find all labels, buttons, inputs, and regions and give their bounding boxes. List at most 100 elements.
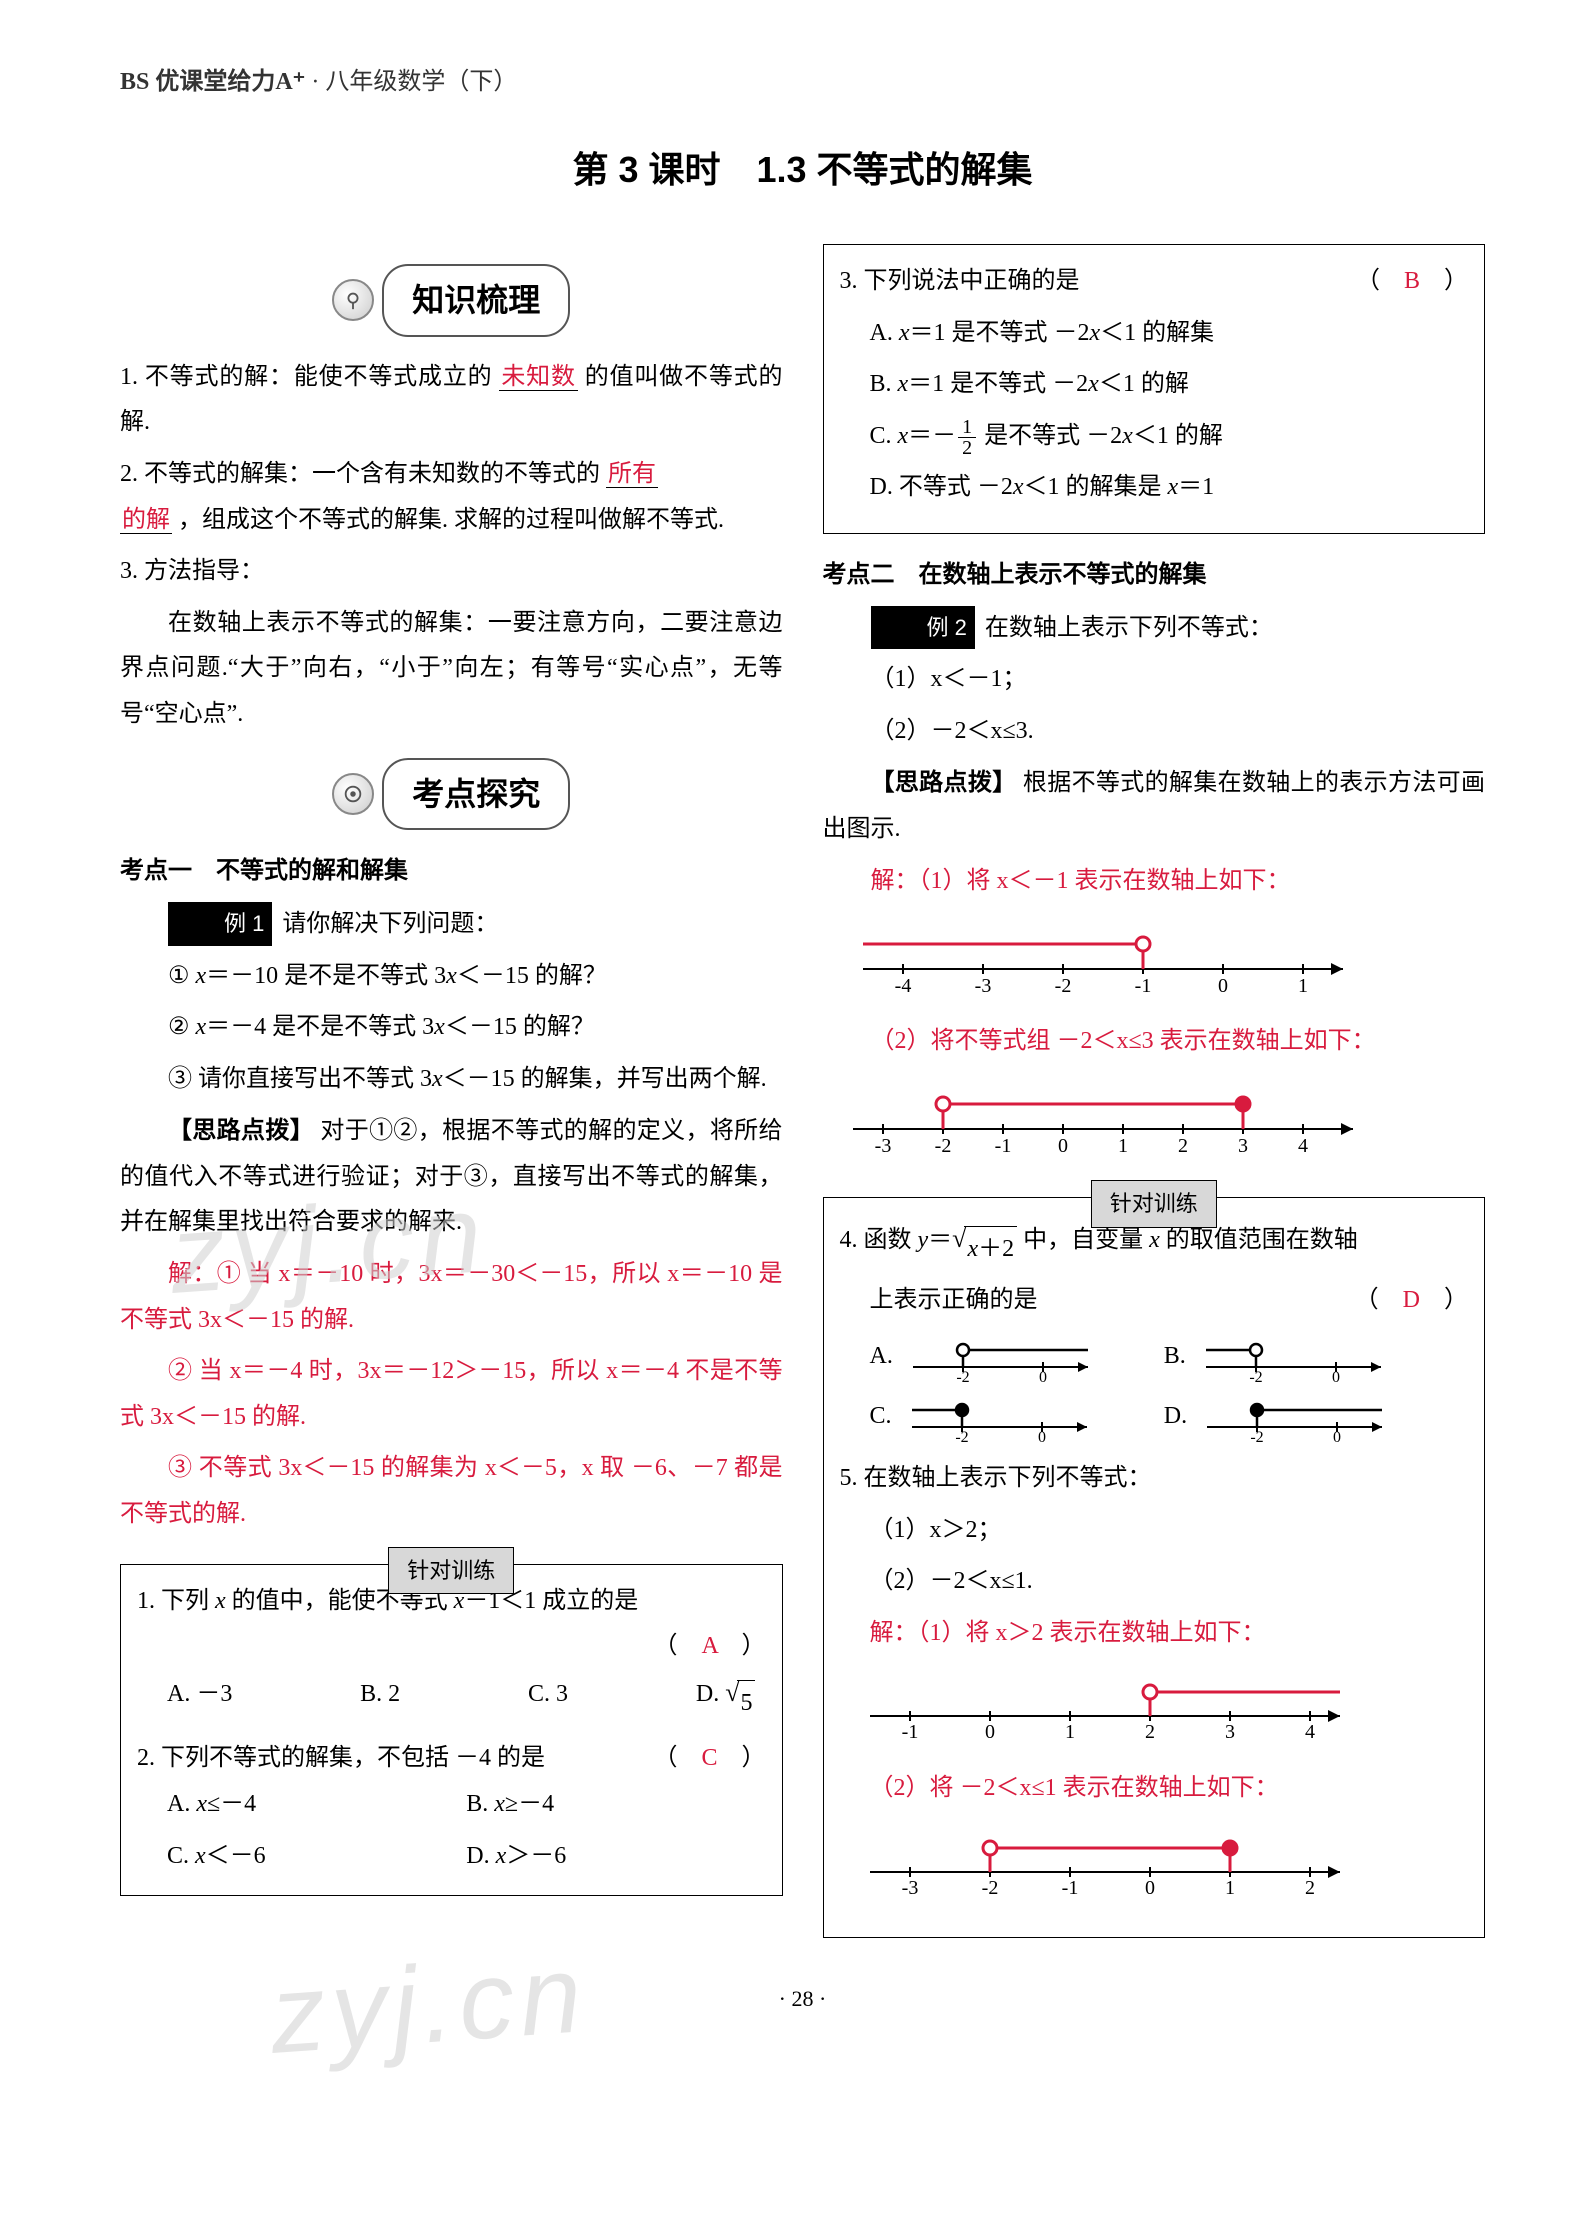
section-header-kaodian: 考点探究 bbox=[120, 758, 783, 831]
example-tag: 例 1 bbox=[168, 902, 272, 946]
opt-D: D. -2 0 bbox=[1164, 1392, 1458, 1442]
section-title: 知识梳理 bbox=[382, 264, 570, 337]
ex2-sub1: （1）x＜－1； bbox=[823, 657, 1486, 703]
svg-text:-2: -2 bbox=[956, 1369, 969, 1382]
svg-text:4: 4 bbox=[1298, 1135, 1308, 1154]
tip-header: 【思路点拨】 bbox=[168, 1117, 314, 1144]
text: 请你解决下列问题： bbox=[282, 911, 498, 937]
svg-text:-2: -2 bbox=[1054, 975, 1071, 994]
opt: C. x＝－12 是不等式 －2x＜1 的解 bbox=[840, 414, 1469, 460]
tip-header: 【思路点拨】 bbox=[871, 769, 1017, 796]
q4-row2: 上表示正确的是 （ D ） bbox=[840, 1278, 1469, 1324]
practice-box-q3: 3. 下列说法中正确的是 （ B ） A. x＝1 是不等式 －2x＜1 的解集… bbox=[823, 244, 1486, 534]
svg-text:1: 1 bbox=[1298, 975, 1308, 994]
answer: D bbox=[1403, 1287, 1420, 1313]
q1-options: A. －3 B. 2 C. 3 D. √5 bbox=[137, 1670, 766, 1729]
svg-text:2: 2 bbox=[1305, 1877, 1315, 1897]
q3: 3. 下列说法中正确的是 （ B ） bbox=[840, 259, 1469, 305]
q5: 5. 在数轴上表示下列不等式： bbox=[840, 1456, 1469, 1502]
text: 上表示正确的是 bbox=[840, 1278, 1038, 1324]
svg-text:-2: -2 bbox=[934, 1135, 951, 1154]
q2: 2. 下列不等式的解集，不包括 －4 的是 （ C ） bbox=[137, 1736, 766, 1782]
zs-item-1: 1. 不等式的解：能使不等式成立的 未知数 的值叫做不等式的解. bbox=[120, 355, 783, 446]
q5-sol2-label: （2）将 －2＜x≤1 表示在数轴上如下： bbox=[840, 1766, 1469, 1812]
opt: B. 2 bbox=[360, 1672, 400, 1727]
opt-A: A. -2 0 bbox=[870, 1332, 1164, 1382]
svg-text:-1: -1 bbox=[901, 1721, 918, 1741]
q2-options: A. x≤－4 B. x≥－4 C. x＜－6 D. x＞－6 bbox=[137, 1782, 766, 1879]
pin-icon bbox=[332, 279, 374, 321]
brand: BS 优课堂给力A⁺ bbox=[120, 69, 305, 95]
svg-text:0: 0 bbox=[1058, 1135, 1068, 1154]
svg-text:1: 1 bbox=[1118, 1135, 1128, 1154]
svg-text:4: 4 bbox=[1305, 1721, 1315, 1741]
practice-box-left: 针对训练 1. 下列 x 的值中，能使不等式 x－1＜1 成立的是 （ A ） … bbox=[120, 1564, 783, 1897]
q5-sol1-label: 解：（1）将 x＞2 表示在数轴上如下： bbox=[840, 1611, 1469, 1657]
text: ，组成这个不等式的解集. 求解的过程叫做解不等式. bbox=[178, 507, 724, 533]
svg-text:-1: -1 bbox=[1061, 1877, 1078, 1897]
svg-text:0: 0 bbox=[1333, 1429, 1341, 1442]
blank-answer: 的解 bbox=[120, 507, 172, 534]
svg-text:0: 0 bbox=[1332, 1369, 1340, 1382]
ex1-sub2: ② x＝－4 是不是不等式 3x＜－15 的解？ bbox=[120, 1005, 783, 1051]
ex1-tip: 【思路点拨】 对于①②，根据不等式的解的定义，将所给的值代入不等式进行验证；对于… bbox=[120, 1108, 783, 1246]
example-1: 例 1 请你解决下列问题： bbox=[120, 902, 783, 948]
subject: · 八年级数学（下） bbox=[311, 69, 517, 95]
kaodian-1-title: 考点一 不等式的解和解集 bbox=[120, 848, 783, 894]
ex1-sub3: ③ 请你直接写出不等式 3x＜－15 的解集，并写出两个解. bbox=[120, 1057, 783, 1103]
numberline-ex2-1: -4 -3 -2 -1 0 1 bbox=[823, 914, 1486, 1011]
q2-text: 2. 下列不等式的解集，不包括 －4 的是 bbox=[137, 1736, 545, 1782]
svg-text:-1: -1 bbox=[994, 1135, 1011, 1154]
opt: C. 3 bbox=[528, 1672, 568, 1727]
opt-C: C. -2 0 bbox=[870, 1392, 1164, 1442]
practice-tab: 针对训练 bbox=[388, 1547, 514, 1595]
svg-text:-3: -3 bbox=[901, 1877, 918, 1897]
ex1-sub1: ① x＝－10 是不是不等式 3x＜－15 的解？ bbox=[120, 954, 783, 1000]
ex1-solution-2: ② 当 x＝－4 时，3x＝－12＞－15，所以 x＝－4 不是不等式 3x＜－… bbox=[120, 1349, 783, 1440]
numberline-ex2-2: -3 -2 -1 0 1 2 3 4 bbox=[823, 1074, 1486, 1171]
kaodian-2-title: 考点二 在数轴上表示不等式的解集 bbox=[823, 552, 1486, 598]
numberline-q5-1: -1 0 1 2 3 4 bbox=[840, 1666, 1469, 1758]
q3-text: 3. 下列说法中正确的是 bbox=[840, 259, 1080, 305]
svg-text:0: 0 bbox=[985, 1721, 995, 1741]
svg-text:-3: -3 bbox=[874, 1135, 891, 1154]
answer-paren: （ A ） bbox=[653, 1624, 765, 1670]
example-2: 例 2 在数轴上表示下列不等式： bbox=[823, 606, 1486, 652]
opt: D. 不等式 －2x＜1 的解集是 x＝1 bbox=[840, 465, 1469, 511]
numberline-q5-2: -3 -2 -1 0 1 2 bbox=[840, 1822, 1469, 1914]
ex2-tip: 【思路点拨】 根据不等式的解集在数轴上的表示方法可画出图示. bbox=[823, 760, 1486, 852]
q5-1: （1）x＞2； bbox=[840, 1508, 1469, 1554]
svg-text:1: 1 bbox=[1225, 1877, 1235, 1897]
svg-text:3: 3 bbox=[1238, 1135, 1248, 1154]
answer: A bbox=[701, 1633, 717, 1659]
example-tag: 例 2 bbox=[871, 606, 975, 650]
ex1-solution-1: 解：① 当 x＝－10 时，3x＝－30＜－15，所以 x＝－10 是不等式 3… bbox=[120, 1252, 783, 1343]
two-column-layout: 知识梳理 1. 不等式的解：能使不等式成立的 未知数 的值叫做不等式的解. 2.… bbox=[120, 244, 1485, 1938]
page-title: 第 3 课时 1.3 不等式的解集 bbox=[120, 136, 1485, 204]
zs-item-2: 2. 不等式的解集：一个含有未知数的不等式的 所有 的解 ，组成这个不等式的解集… bbox=[120, 452, 783, 543]
answer-paren: （ B ） bbox=[1356, 259, 1468, 305]
svg-text:0: 0 bbox=[1039, 1369, 1047, 1382]
svg-text:0: 0 bbox=[1038, 1429, 1046, 1442]
opt: A. x≤－4 bbox=[167, 1782, 466, 1828]
text: 2. 不等式的解集：一个含有未知数的不等式的 bbox=[120, 461, 600, 487]
svg-text:-4: -4 bbox=[894, 975, 911, 994]
svg-text:0: 0 bbox=[1218, 975, 1228, 994]
section-title: 考点探究 bbox=[382, 758, 570, 831]
svg-text:-2: -2 bbox=[1250, 1429, 1263, 1442]
practice-box-right: 针对训练 4. 函数 y＝√x＋2 中，自变量 x 的取值范围在数轴 上表示正确… bbox=[823, 1197, 1486, 1938]
opt: A. x＝1 是不等式 －2x＜1 的解集 bbox=[840, 311, 1469, 357]
answer: B bbox=[1404, 268, 1420, 294]
answer-paren: （ C ） bbox=[653, 1736, 765, 1782]
svg-text:-2: -2 bbox=[981, 1877, 998, 1897]
opt: A. －3 bbox=[167, 1672, 232, 1727]
page-header: BS 优课堂给力A⁺ · 八年级数学（下） bbox=[120, 60, 1485, 106]
practice-tab: 针对训练 bbox=[1091, 1180, 1217, 1228]
zs-item-3-title: 3. 方法指导： bbox=[120, 549, 783, 595]
svg-text:3: 3 bbox=[1225, 1721, 1235, 1741]
left-column: 知识梳理 1. 不等式的解：能使不等式成立的 未知数 的值叫做不等式的解. 2.… bbox=[120, 244, 783, 1938]
opt: B. x＝1 是不等式 －2x＜1 的解 bbox=[840, 362, 1469, 408]
answer: C bbox=[701, 1745, 717, 1771]
q5-2: （2）－2＜x≤1. bbox=[840, 1559, 1469, 1605]
right-column: 3. 下列说法中正确的是 （ B ） A. x＝1 是不等式 －2x＜1 的解集… bbox=[823, 244, 1486, 1938]
